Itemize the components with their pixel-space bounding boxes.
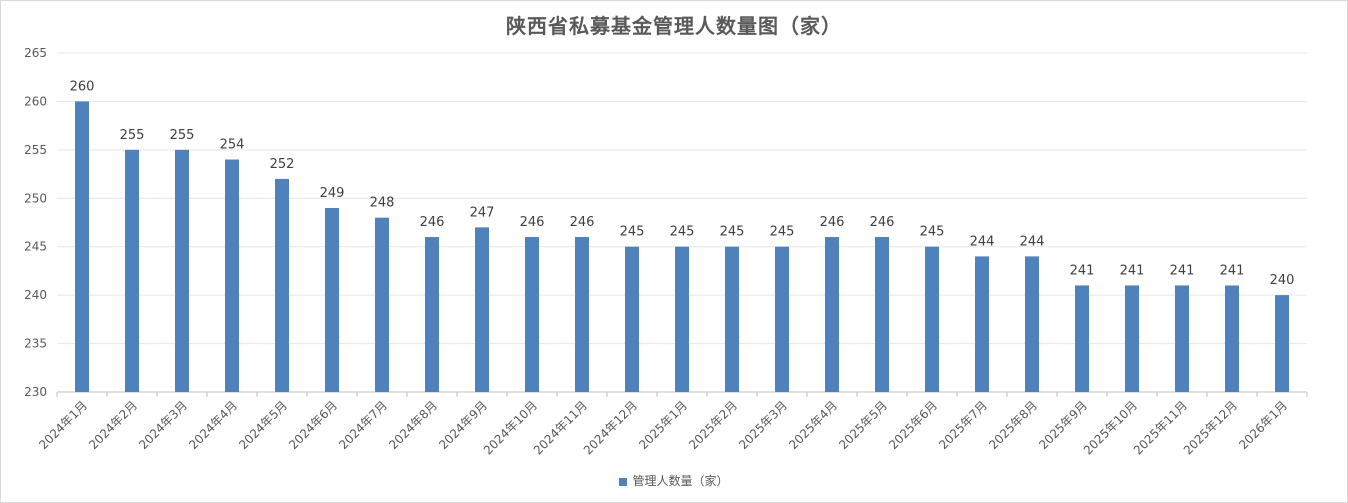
data-label: 255 [170,128,195,143]
bar [975,256,989,392]
bar [925,246,939,392]
bar [775,246,789,392]
x-tick-label: 2024年1月 [36,398,90,452]
data-label: 246 [820,215,845,230]
x-tick-label: 2024年9月 [436,398,490,452]
x-tick-label: 2025年4月 [786,398,840,452]
bar [1225,285,1239,392]
data-label: 245 [920,225,945,240]
data-label: 247 [470,205,495,220]
bar [625,246,639,392]
x-tick-label: 2024年2月 [86,398,140,452]
bar [725,246,739,392]
bar [1275,295,1289,392]
x-tick-label: 2024年5月 [236,398,290,452]
bar [125,149,139,392]
bar [575,237,589,392]
y-tick-label: 245 [24,240,47,254]
bar [825,237,839,392]
y-tick-label: 255 [24,143,47,157]
bar [275,178,289,392]
y-tick-label: 260 [24,94,47,108]
bar [875,237,889,392]
y-tick-label: 235 [24,337,47,351]
bar [375,217,389,392]
data-label: 246 [570,215,595,230]
data-label: 240 [1270,273,1295,288]
x-tick-label: 2025年5月 [836,398,890,452]
data-label: 246 [420,215,445,230]
data-label: 245 [620,225,645,240]
x-tick-label: 2025年2月 [686,398,740,452]
x-tick-label: 2024年8月 [386,398,440,452]
x-tick-label: 2025年1月 [636,398,690,452]
bar [425,237,439,392]
x-tick-label: 2025年8月 [986,398,1040,452]
x-tick-label: 2025年12月 [1181,398,1240,457]
data-label: 244 [1020,234,1045,249]
data-label: 241 [1070,263,1095,278]
data-label: 249 [320,186,345,201]
bar [175,149,189,392]
legend: 管理人数量（家） [0,472,1348,489]
data-label: 248 [370,196,395,211]
data-label: 244 [970,234,995,249]
x-tick-label: 2024年6月 [286,398,340,452]
data-label: 241 [1170,263,1195,278]
x-tick-label: 2024年7月 [336,398,390,452]
x-tick-label: 2024年12月 [581,398,640,457]
legend-label: 管理人数量（家） [632,474,729,488]
bar [675,246,689,392]
x-tick-label: 2024年3月 [136,398,190,452]
x-tick-label: 2025年9月 [1036,398,1090,452]
data-label: 241 [1120,263,1145,278]
y-tick-label: 265 [24,46,47,60]
bar [1025,256,1039,392]
data-label: 254 [220,138,245,153]
bar [1125,285,1139,392]
bar [475,227,489,392]
data-label: 245 [770,225,795,240]
chart-title: 陕西省私募基金管理人数量图（家） [506,14,842,38]
y-tick-label: 240 [24,288,47,302]
legend-swatch [619,477,628,486]
x-tick-label: 2024年4月 [186,398,240,452]
bar [525,237,539,392]
data-label: 241 [1220,263,1245,278]
data-label: 246 [520,215,545,230]
bar [1175,285,1189,392]
data-label: 245 [720,225,745,240]
x-tick-label: 2025年7月 [936,398,990,452]
data-label: 252 [270,157,295,172]
y-tick-label: 230 [24,385,47,399]
y-tick-label: 250 [24,191,47,205]
x-tick-label: 2025年3月 [736,398,790,452]
bar [1075,285,1089,392]
bar [225,159,239,392]
data-label: 260 [70,79,95,94]
bar [325,207,339,392]
bar [75,101,89,392]
data-label: 246 [870,215,895,230]
data-label: 245 [670,225,695,240]
data-label: 255 [120,128,145,143]
x-tick-label: 2026年1月 [1236,398,1290,452]
x-tick-label: 2025年6月 [886,398,940,452]
